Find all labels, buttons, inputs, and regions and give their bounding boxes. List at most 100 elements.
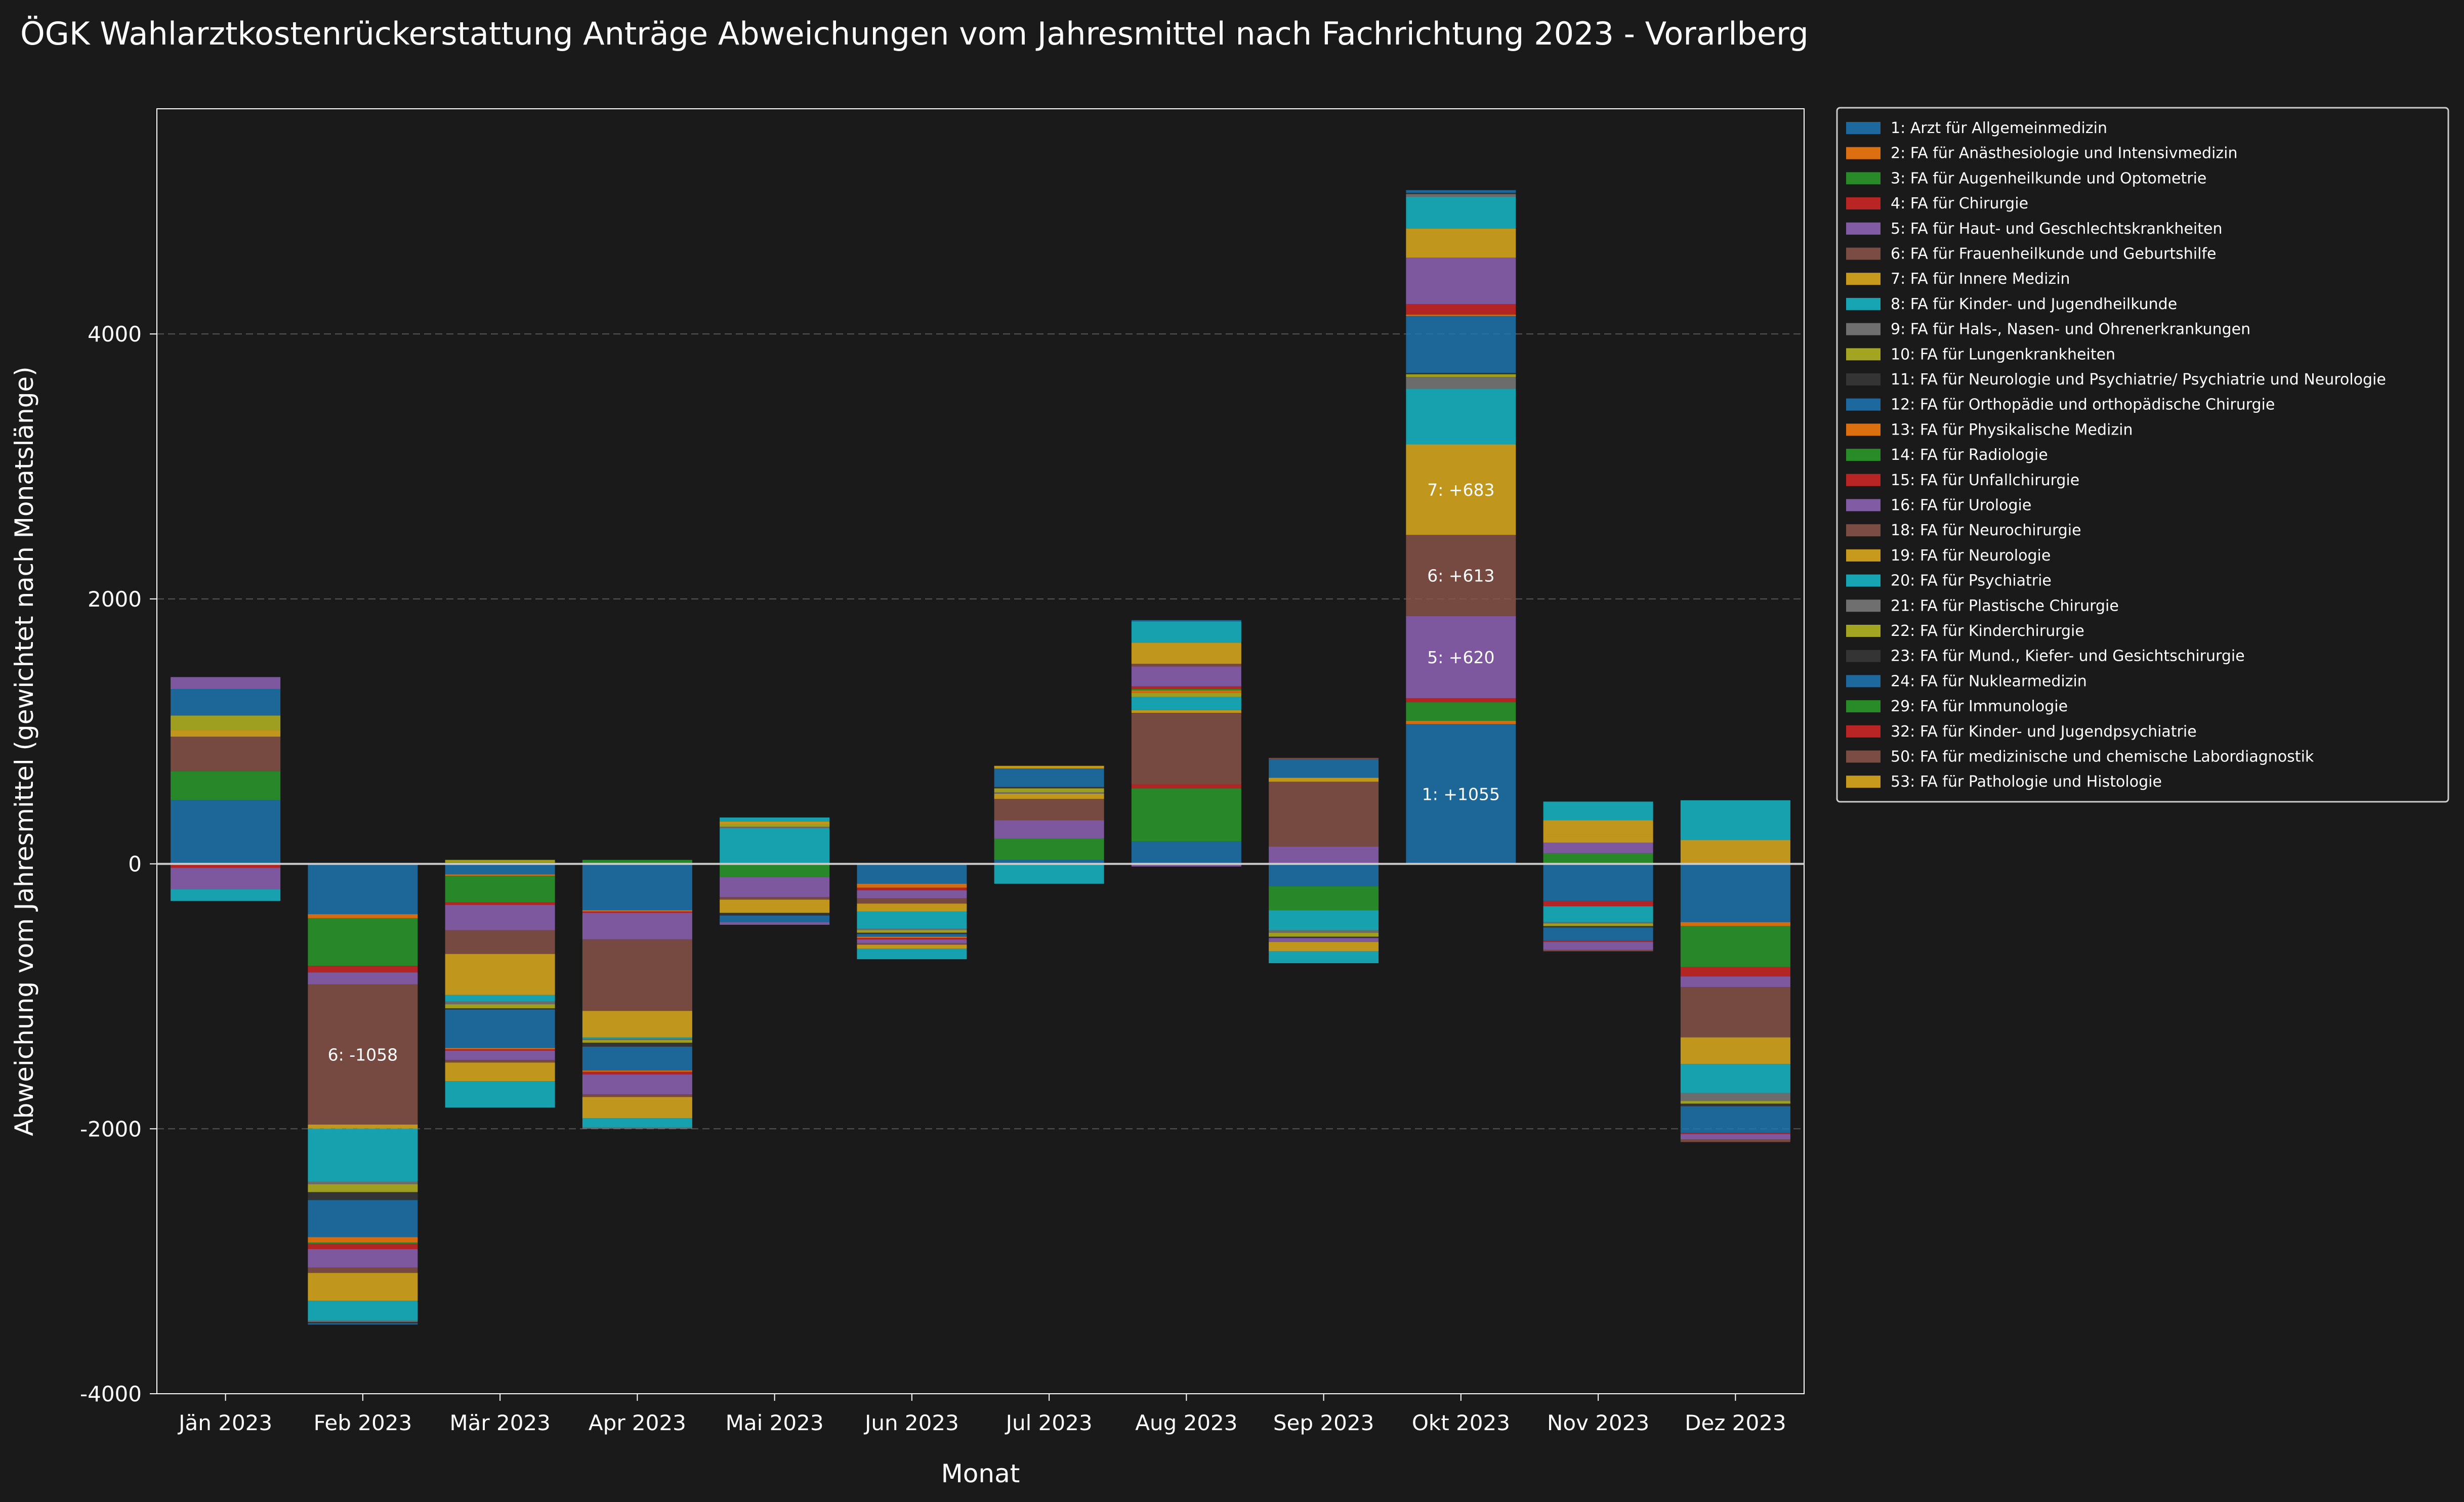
bar-segment bbox=[445, 1009, 555, 1048]
legend-entry: 15: FA für Unfallchirurgie bbox=[1891, 471, 2079, 489]
legend-entry: 32: FA für Kinder- und Jugendpsychiatrie bbox=[1891, 723, 2197, 741]
y-tick-label: 2000 bbox=[88, 587, 142, 612]
bar-segment bbox=[994, 792, 1104, 794]
legend-swatch bbox=[1846, 625, 1881, 637]
bar-segment bbox=[1680, 967, 1790, 977]
bar-segment bbox=[582, 1070, 692, 1072]
bar-segment bbox=[445, 1060, 555, 1063]
bar-segment bbox=[582, 1037, 692, 1039]
bar-segment bbox=[308, 984, 418, 1125]
bar-segment bbox=[857, 904, 967, 912]
bar-segment bbox=[308, 1184, 418, 1192]
legend-entry: 18: FA für Neurochirurgie bbox=[1891, 522, 2081, 539]
bar-segment bbox=[1543, 942, 1653, 950]
legend-swatch bbox=[1846, 423, 1881, 436]
legend-entry: 2: FA für Anästhesiologie und Intensivme… bbox=[1891, 145, 2237, 162]
bar-segment bbox=[1269, 759, 1379, 778]
bar-segment bbox=[720, 915, 830, 922]
y-axis-label: Abweichung vom Jahresmittel (gewichtet n… bbox=[10, 366, 39, 1136]
legend-swatch bbox=[1846, 348, 1881, 361]
bar-segment bbox=[308, 1273, 418, 1301]
bar-segment bbox=[1543, 801, 1653, 821]
x-tick-label: Feb 2023 bbox=[314, 1410, 412, 1435]
legend-swatch bbox=[1846, 499, 1881, 511]
bar-segment bbox=[582, 1094, 692, 1097]
bar-segment bbox=[994, 838, 1104, 860]
legend-entry: 5: FA für Haut- und Geschlechtskrankheit… bbox=[1891, 220, 2222, 238]
bar-segment bbox=[445, 1008, 555, 1010]
bar-segment bbox=[445, 864, 555, 875]
bar-segment bbox=[1406, 194, 1516, 197]
bar-segment bbox=[171, 864, 281, 868]
bar-segment bbox=[1131, 620, 1241, 622]
bar-segment bbox=[582, 911, 692, 913]
bar-segment bbox=[857, 945, 967, 949]
legend-entry: 19: FA für Neurologie bbox=[1891, 547, 2051, 565]
legend-swatch bbox=[1846, 122, 1881, 134]
legend-entry: 11: FA für Neurologie und Psychiatrie/ P… bbox=[1891, 371, 2386, 389]
bars bbox=[171, 190, 1790, 1325]
bar-segment bbox=[1131, 713, 1241, 785]
bar-segment bbox=[1543, 906, 1653, 922]
bar-segment bbox=[720, 877, 830, 897]
legend-swatch bbox=[1846, 524, 1881, 537]
bar-segment bbox=[308, 1301, 418, 1321]
segment-label: 6: +613 bbox=[1427, 566, 1494, 586]
bar-segment bbox=[445, 995, 555, 1002]
x-tick-label: Dez 2023 bbox=[1685, 1410, 1786, 1435]
bar-segment bbox=[308, 1128, 418, 1182]
bar-segment bbox=[171, 771, 281, 800]
bar-segment bbox=[1406, 193, 1516, 194]
legend-entry: 14: FA für Radiologie bbox=[1891, 446, 2048, 464]
legend: 1: Arzt für Allgemeinmedizin 2: FA für An… bbox=[1836, 107, 2449, 803]
bar-segment bbox=[1543, 820, 1653, 835]
bar-segment bbox=[1680, 987, 1790, 1038]
x-tick-label: Sep 2023 bbox=[1273, 1410, 1374, 1435]
bar-segment bbox=[308, 914, 418, 918]
bar-segment bbox=[857, 898, 967, 904]
y-tick-label: 4000 bbox=[88, 322, 142, 347]
bar-segment bbox=[1269, 942, 1379, 952]
bar-segment bbox=[1269, 938, 1379, 942]
bar-segment bbox=[1680, 1133, 1790, 1134]
bar-segment bbox=[1543, 834, 1653, 843]
legend-swatch bbox=[1846, 474, 1881, 486]
bar-segment bbox=[1680, 926, 1790, 967]
bar-segment bbox=[1680, 1134, 1790, 1140]
bar-segment bbox=[445, 902, 555, 905]
bar-segment bbox=[994, 793, 1104, 799]
bar-segment bbox=[1543, 922, 1653, 924]
legend-entry: 7: FA für Innere Medizin bbox=[1891, 270, 2070, 288]
bar-segment bbox=[582, 1011, 692, 1038]
bar-segment bbox=[582, 910, 692, 912]
bar-segment bbox=[857, 938, 967, 939]
bar-segment bbox=[720, 828, 830, 864]
legend-swatch bbox=[1846, 449, 1881, 461]
bar-segment bbox=[1269, 782, 1379, 847]
bar-segment bbox=[445, 1048, 555, 1050]
x-tick-label: Apr 2023 bbox=[589, 1410, 686, 1435]
bar-segment bbox=[994, 864, 1104, 884]
bar-segment bbox=[445, 1001, 555, 1005]
legend-swatch bbox=[1846, 147, 1881, 159]
y-tick-label: -2000 bbox=[80, 1117, 142, 1141]
bar-segment bbox=[1406, 724, 1516, 864]
bar-segment bbox=[445, 1062, 555, 1082]
bar-segment bbox=[720, 827, 830, 828]
bar-segment bbox=[857, 930, 967, 933]
legend-swatch bbox=[1846, 776, 1881, 788]
bar-segment bbox=[1269, 910, 1379, 930]
bar-segment bbox=[1131, 642, 1241, 664]
bar-segment bbox=[1680, 1106, 1790, 1133]
bar-segment bbox=[308, 1192, 418, 1200]
bar-segment bbox=[1269, 846, 1379, 864]
x-tick-label: Mai 2023 bbox=[726, 1410, 824, 1435]
bar-segment bbox=[582, 1046, 692, 1071]
x-tick-label: Jän 2023 bbox=[177, 1410, 272, 1435]
bar-segment bbox=[1543, 900, 1653, 907]
segment-label: 5: +620 bbox=[1427, 648, 1494, 667]
bar-segment bbox=[1680, 840, 1790, 864]
bar-segment bbox=[720, 864, 830, 877]
bar-segment bbox=[445, 905, 555, 930]
bar-segment bbox=[994, 787, 1104, 789]
